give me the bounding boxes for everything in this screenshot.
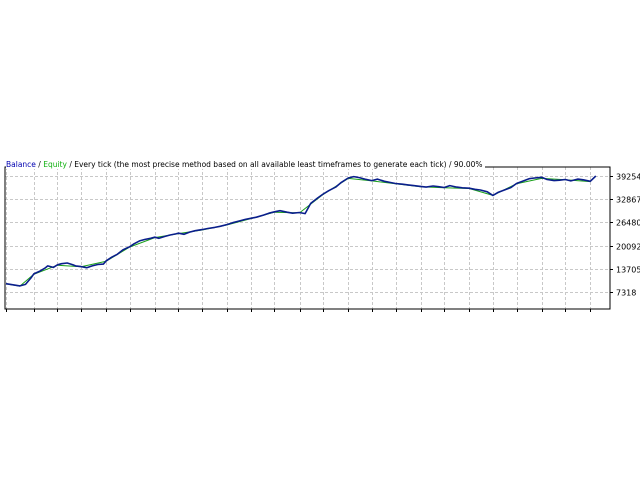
x-tick-label: 107 [148,314,163,315]
x-tick-label: 193 [267,314,282,315]
y-axis-ticks: 39254 32867 26480 20092 13705 7318 [610,173,640,298]
x-tick-label: 280 [389,314,404,315]
x-tick-label: 124 [171,314,186,315]
x-tick-label: 176 [244,314,259,315]
x-tick-label: 72 [101,314,111,315]
series-lines [5,175,597,287]
y-tick-label: 7318 [616,289,636,298]
x-tick-label: 246 [341,314,356,315]
x-tick-label: 367 [510,314,525,315]
x-tick-label: 315 [437,314,452,315]
y-tick-label: 20092 [616,243,640,252]
x-tick-label: 333 [462,314,477,315]
x-tick-label: 350 [486,314,501,315]
x-tick-label: 141 [195,314,210,315]
x-tick-label: 402 [558,314,573,315]
legend-equity: Equity [43,160,67,169]
x-tick-label: 263 [365,314,380,315]
legend-separator: / [446,160,454,169]
x-tick-label: 298 [414,314,429,315]
y-tick-label: 13705 [616,266,640,275]
balance-equity-chart: 39254 32867 26480 20092 13705 7318 0 20 37 54 72 8… [4,166,640,315]
x-tick-label: 385 [535,314,550,315]
x-tick-label: 20 [29,314,39,315]
x-tick-label: 89 [125,314,135,315]
plot-background [5,167,610,309]
y-tick-label: 39254 [616,173,640,182]
x-tick-label: 420 [583,314,598,315]
strategy-report-chart: 39254 32867 26480 20092 13705 7318 0 20 37 54 72 8… [0,155,640,315]
legend-description: Every tick (the most precise method base… [74,160,447,169]
x-tick-label: 211 [293,314,308,315]
x-tick-label: 37 [52,314,62,315]
legend-separator: / [66,160,75,169]
x-tick-label: 54 [76,314,86,315]
chart-legend: Balance / Equity / Every tick (the most … [6,160,485,169]
x-tick-label: 0 [4,314,9,315]
legend-separator: / [35,160,44,169]
x-tick-label: 159 [220,314,235,315]
x-tick-label: 228 [316,314,331,315]
balance-line [5,175,597,287]
y-tick-label: 26480 [616,219,640,228]
legend-balance: Balance [6,160,36,169]
legend-quality: 90.00% [453,160,483,169]
x-axis-ticks: 0 20 37 54 72 89 107 124 141 159 176 193 211 228 246 26… [4,309,598,315]
y-tick-label: 32867 [616,196,640,205]
